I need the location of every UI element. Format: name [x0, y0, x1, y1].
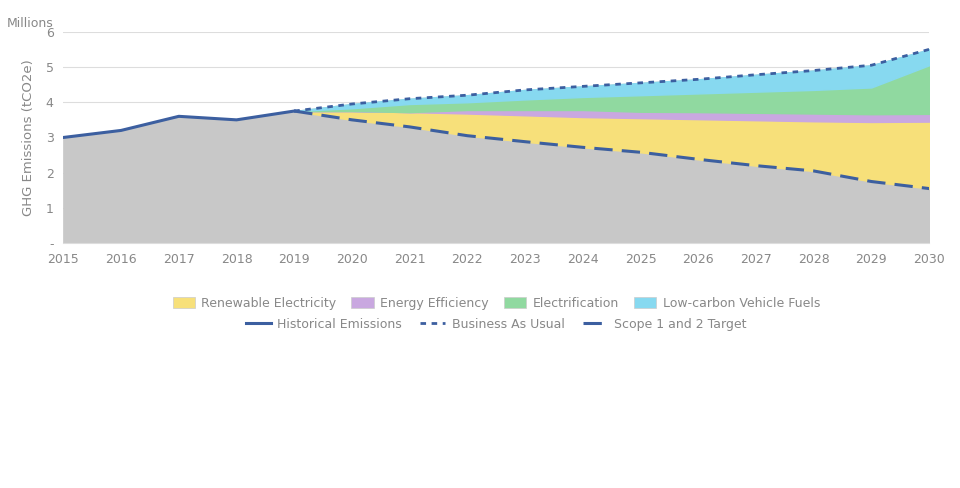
Y-axis label: GHG Emissions (tCO2e): GHG Emissions (tCO2e) [21, 59, 35, 216]
Text: Millions: Millions [7, 17, 54, 30]
Legend: Historical Emissions, Business As Usual, Scope 1 and 2 Target: Historical Emissions, Business As Usual,… [241, 313, 752, 336]
